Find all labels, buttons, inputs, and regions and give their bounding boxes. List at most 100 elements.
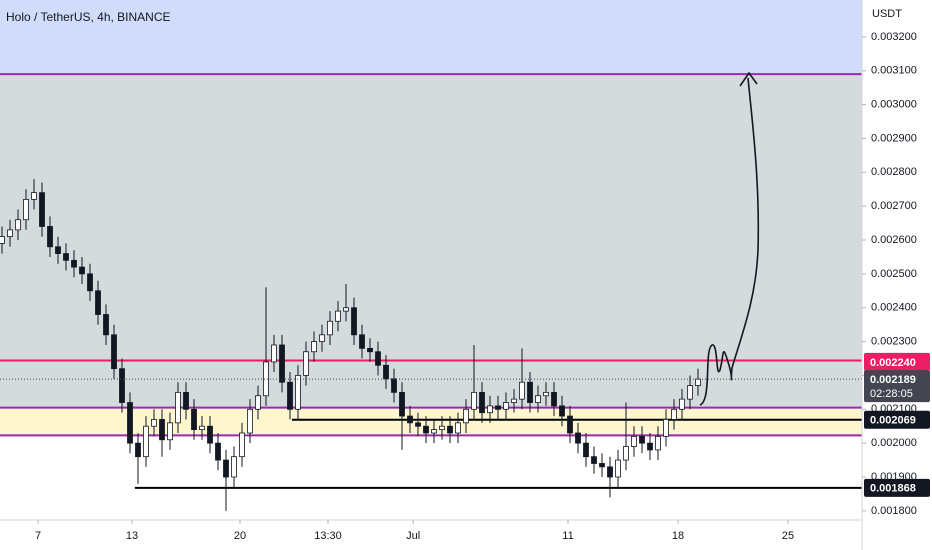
price-badge <box>864 370 930 403</box>
y-tick-label: 0.002500 <box>871 268 917 280</box>
candle-body <box>631 435 637 447</box>
candle-body <box>7 229 13 238</box>
price-badge-label: 0.002069 <box>870 415 916 427</box>
candle-body <box>463 408 469 424</box>
y-tick-label: 0.002400 <box>871 302 917 314</box>
plot-area <box>0 0 862 511</box>
candle-body <box>23 199 29 221</box>
candle-body <box>647 442 653 451</box>
candle-body <box>55 246 61 254</box>
candle-body <box>559 405 565 417</box>
candle-body <box>503 402 509 410</box>
candle-body <box>167 422 173 441</box>
x-tick-label: 7 <box>35 530 41 542</box>
candle-body <box>39 192 45 227</box>
y-tick-label: 0.002300 <box>871 335 917 347</box>
x-tick-label: 25 <box>782 530 794 542</box>
candle-body <box>15 219 21 231</box>
chart-title: Holo / TetherUS, 4h, BINANCE <box>6 10 171 24</box>
candle-body <box>255 395 261 410</box>
candle-body <box>391 378 397 393</box>
price-badge-label: 0.002240 <box>870 357 916 369</box>
hand-drawn-arrow <box>699 77 760 406</box>
candle-body <box>87 273 93 292</box>
candle-body <box>223 459 229 478</box>
candle-body <box>655 435 661 451</box>
price-badge <box>864 478 930 497</box>
candle-body <box>351 307 357 336</box>
candle-body <box>215 442 221 461</box>
candle-body <box>0 236 5 244</box>
candle-body <box>639 435 645 444</box>
candle-body <box>327 320 333 336</box>
zone <box>0 0 862 75</box>
candle-body <box>199 425 205 431</box>
candle-body <box>583 442 589 458</box>
candle-body <box>479 391 485 414</box>
candle-body <box>407 415 413 424</box>
candle-body <box>591 456 597 464</box>
candle-body <box>135 442 141 458</box>
y-tick-label: 0.002700 <box>871 200 917 212</box>
candle-body <box>207 425 213 444</box>
y-tick-label: 0.003100 <box>871 65 917 77</box>
candle-body <box>175 391 181 424</box>
y-tick-label: 0.001800 <box>871 505 917 517</box>
candle-body <box>471 391 477 410</box>
candle-body <box>615 459 621 478</box>
y-tick-label: 0.002000 <box>871 437 917 449</box>
x-tick-label: 11 <box>562 530 573 542</box>
candle-body <box>111 334 117 370</box>
candle-body <box>519 381 525 400</box>
candle-body <box>343 307 349 312</box>
candle-body <box>263 361 269 397</box>
x-tick-label: 13 <box>126 530 138 542</box>
price-badge-label: 0.001868 <box>870 483 916 495</box>
y-tick-label: 0.003000 <box>871 99 917 111</box>
y-tick-label: 0.003200 <box>871 31 917 43</box>
candle-body <box>399 391 405 417</box>
candle-body <box>335 310 341 322</box>
candle-body <box>103 314 109 336</box>
candle-body <box>239 432 245 458</box>
drawing <box>699 71 760 406</box>
candle-body <box>567 415 573 434</box>
price-axis <box>862 0 932 550</box>
candle-body <box>439 425 445 431</box>
candle-body <box>95 290 101 315</box>
price-badge <box>864 410 930 429</box>
candle-body <box>295 375 301 410</box>
candle-body <box>447 425 453 434</box>
x-tick-label: 20 <box>234 530 246 542</box>
candle-body <box>151 419 157 427</box>
candle-body <box>487 405 493 414</box>
candle-body <box>695 378 701 386</box>
candle-body <box>415 422 421 427</box>
zone <box>0 74 862 408</box>
candle-body <box>159 419 165 441</box>
candle-body <box>663 419 669 437</box>
arrow-head <box>739 71 758 87</box>
candle-body <box>623 446 629 461</box>
candle-body <box>575 432 581 444</box>
candle-body <box>423 425 429 434</box>
candle-body <box>671 408 677 420</box>
candle-body <box>279 344 285 383</box>
candle-body <box>287 381 293 410</box>
y-tick-label: 0.002600 <box>871 234 917 246</box>
axis-unit: USDT <box>872 8 902 20</box>
x-tick-label: 13:30 <box>314 530 342 542</box>
candle-body <box>367 347 373 353</box>
candle-body <box>679 398 685 410</box>
candle-body <box>303 351 309 376</box>
candle-body <box>359 334 365 349</box>
candle-body <box>383 364 389 380</box>
y-tick-label: 0.002900 <box>871 132 917 144</box>
candle-body <box>143 425 149 458</box>
candle-body <box>607 466 613 478</box>
candle-body <box>31 192 37 200</box>
candle-body <box>431 429 437 434</box>
candle-body <box>247 408 253 434</box>
candle-body <box>311 341 317 353</box>
x-tick-label: Jul <box>406 530 420 542</box>
